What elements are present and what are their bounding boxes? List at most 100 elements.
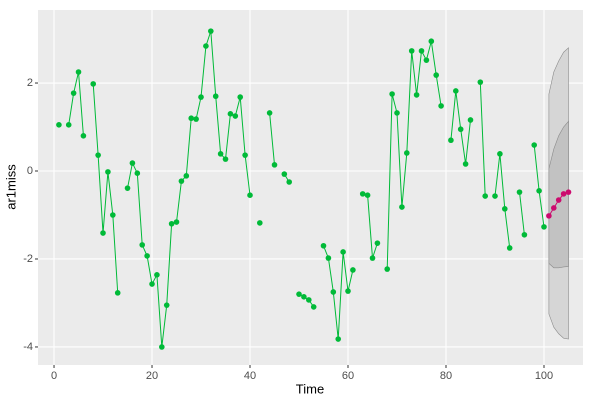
y-tick-label: -4	[23, 341, 33, 353]
data-point	[100, 230, 106, 236]
data-point	[497, 151, 503, 157]
data-point	[139, 242, 146, 248]
data-point	[159, 344, 165, 350]
data-point	[560, 191, 567, 197]
data-point	[369, 255, 376, 261]
series-line	[386, 41, 442, 270]
data-point	[56, 122, 62, 128]
data-point	[124, 185, 131, 191]
data-point	[193, 116, 199, 122]
data-point	[389, 91, 395, 97]
data-point	[418, 48, 425, 54]
data-point	[482, 193, 489, 199]
series-line	[68, 71, 84, 136]
y-axis-title: ar1miss	[3, 164, 18, 210]
data-point	[212, 93, 219, 100]
data-point	[433, 72, 440, 78]
data-point	[350, 267, 356, 273]
data-point	[232, 113, 239, 119]
data-point	[144, 253, 150, 259]
data-point	[330, 289, 337, 295]
series-line	[269, 112, 276, 165]
data-point	[374, 240, 381, 246]
data-point	[222, 156, 229, 162]
data-point	[188, 115, 195, 122]
data-point	[399, 204, 405, 210]
data-point	[340, 249, 346, 255]
data-point	[359, 191, 366, 197]
data-point	[163, 302, 170, 308]
data-point	[154, 272, 160, 278]
series-line	[494, 153, 511, 249]
data-point	[457, 126, 464, 133]
series-line	[479, 82, 486, 197]
data-point	[467, 117, 474, 123]
panel	[38, 10, 583, 365]
data-point	[134, 170, 141, 177]
data-point	[208, 28, 214, 34]
data-point	[242, 152, 248, 158]
data-point	[110, 212, 116, 218]
data-point	[345, 288, 351, 294]
data-point	[281, 171, 288, 177]
data-point	[129, 160, 136, 166]
data-point	[90, 81, 97, 87]
data-point	[448, 137, 454, 144]
data-point	[394, 110, 400, 116]
data-point	[404, 150, 410, 156]
x-tick-label: 40	[244, 370, 256, 382]
data-point	[565, 189, 572, 195]
data-point	[438, 103, 444, 109]
data-point	[301, 294, 307, 300]
data-point	[555, 197, 562, 203]
data-point	[271, 162, 278, 168]
data-point	[227, 111, 234, 117]
data-point	[536, 187, 542, 194]
data-point	[541, 224, 547, 230]
data-point	[173, 219, 180, 225]
x-tick-label: 100	[535, 370, 553, 382]
data-point	[320, 242, 327, 249]
x-tick-label: 60	[342, 370, 354, 382]
data-point	[247, 192, 253, 198]
data-point	[257, 220, 263, 226]
data-point	[217, 151, 224, 157]
interval-band	[548, 120, 569, 269]
data-point	[516, 189, 523, 195]
data-point	[105, 169, 111, 175]
data-point	[531, 142, 537, 148]
series-line	[127, 30, 251, 348]
data-point	[501, 206, 508, 212]
series-line	[92, 83, 119, 293]
series-line	[519, 192, 525, 235]
data-point	[178, 178, 185, 184]
data-point	[286, 179, 293, 185]
x-axis-title: Time	[296, 381, 324, 396]
x-tick-label: 0	[51, 370, 57, 382]
data-point	[423, 57, 430, 63]
data-point	[325, 255, 332, 261]
data-point	[413, 92, 420, 98]
data-point	[492, 193, 498, 199]
data-point	[296, 291, 302, 297]
data-point	[364, 192, 371, 198]
data-point	[149, 281, 155, 287]
data-point	[521, 231, 528, 238]
data-point	[75, 69, 82, 75]
y-tick-label: 2	[27, 77, 33, 89]
data-point	[203, 43, 209, 49]
x-tick-label: 80	[440, 370, 452, 382]
data-point	[506, 245, 513, 251]
y-tick-label: -2	[23, 253, 33, 265]
data-point	[183, 173, 190, 179]
data-point	[198, 94, 204, 100]
data-point	[306, 297, 312, 303]
data-point	[65, 122, 72, 128]
data-point	[70, 90, 77, 96]
y-tick-label: 0	[27, 165, 33, 177]
x-tick-label: 20	[146, 370, 158, 382]
data-point	[95, 152, 101, 158]
data-point	[453, 88, 459, 94]
data-point	[237, 94, 244, 100]
data-point	[477, 79, 484, 85]
